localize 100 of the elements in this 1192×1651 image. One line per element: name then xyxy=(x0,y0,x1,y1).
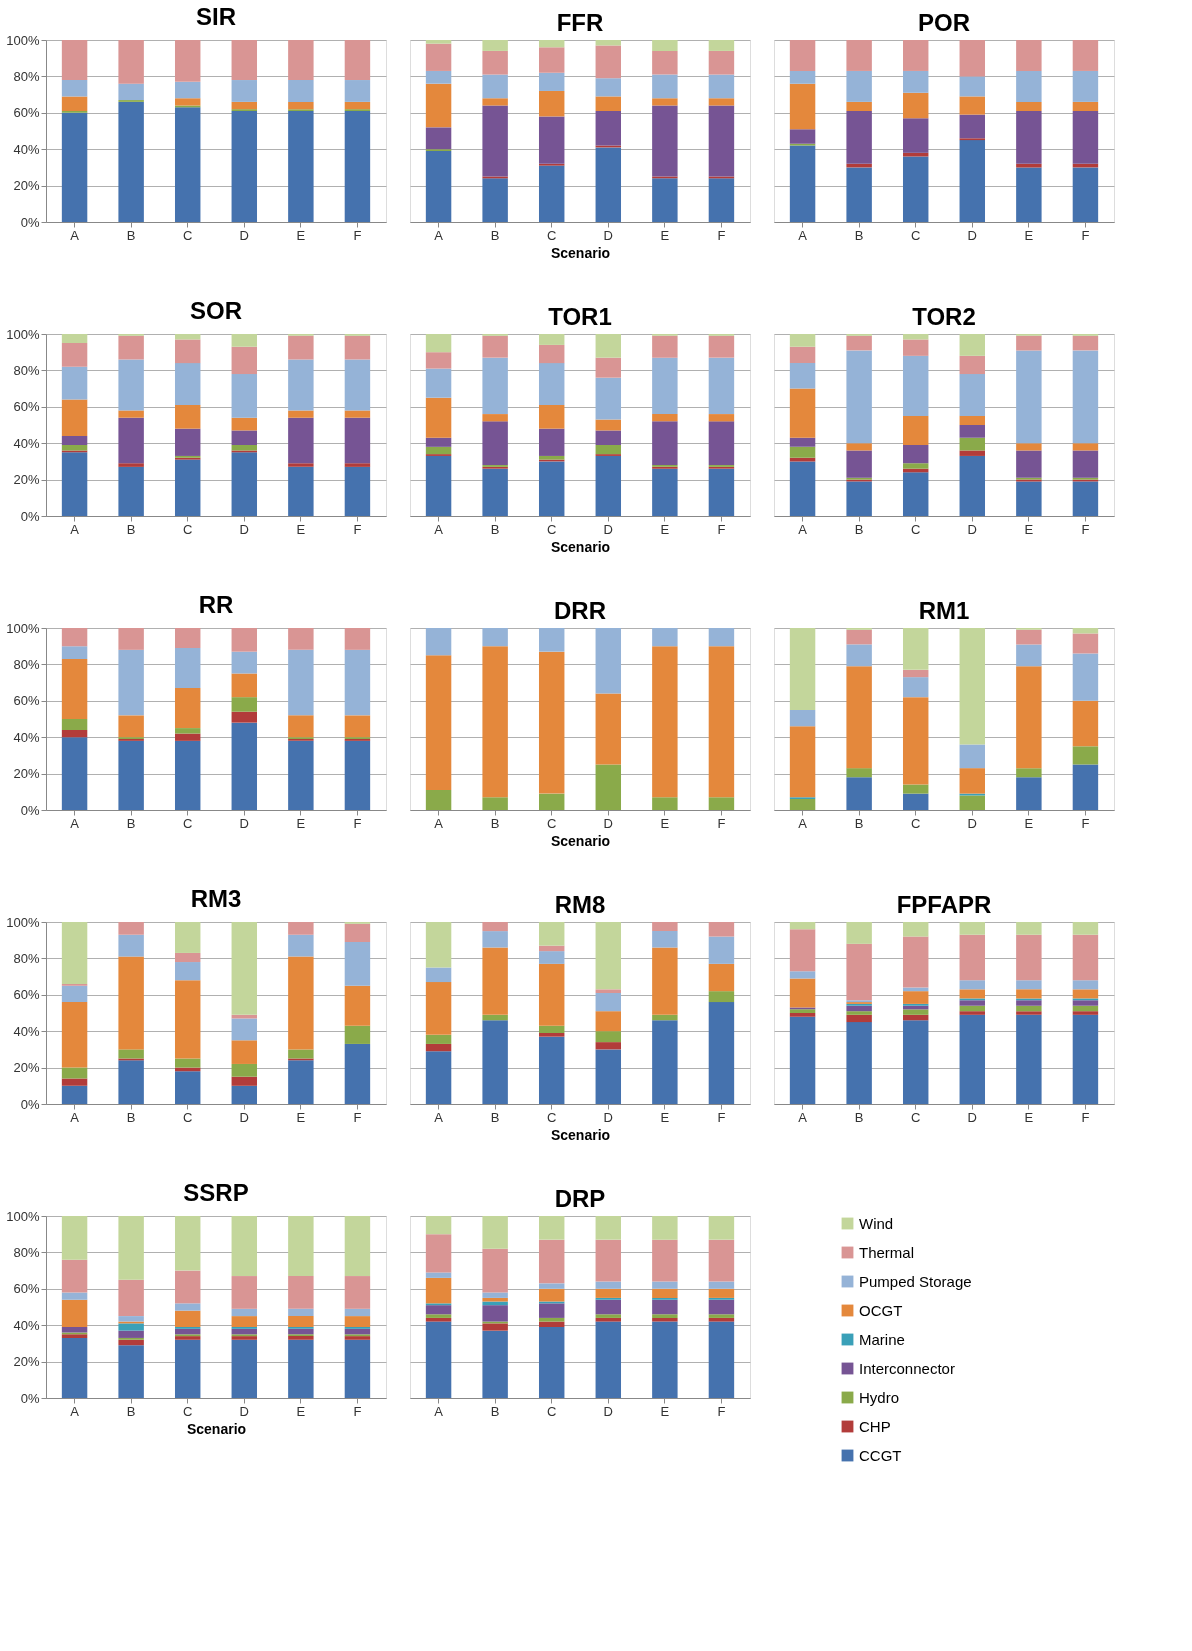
x-tick-label: D xyxy=(967,1109,977,1125)
x-tick-label: C xyxy=(183,815,193,831)
legend-label: CCGT xyxy=(859,1446,902,1464)
x-tick-label: A xyxy=(70,815,80,831)
y-tick-label: 100% xyxy=(6,1208,40,1224)
legend-label: CHP xyxy=(859,1417,891,1435)
x-tick-label: A xyxy=(434,1403,444,1419)
y-tick-label: 80% xyxy=(13,1244,40,1260)
y-tick-label: 60% xyxy=(13,399,40,415)
x-tick-label: E xyxy=(1024,521,1034,537)
x-tick-label: B xyxy=(854,227,864,243)
x-tick-label: F xyxy=(1081,521,1090,537)
x-tick-label: E xyxy=(296,227,306,243)
x-tick-label: C xyxy=(183,1109,193,1125)
x-tick-label: B xyxy=(490,1109,500,1125)
chart-title: RR xyxy=(198,591,234,618)
x-tick-label: F xyxy=(717,815,726,831)
x-tick-label: B xyxy=(854,521,864,537)
y-tick-label: 100% xyxy=(6,620,40,636)
x-tick-label: A xyxy=(798,521,808,537)
x-tick-label: B xyxy=(490,521,500,537)
x-tick-label: A xyxy=(798,815,808,831)
y-tick-label: 20% xyxy=(13,1354,40,1370)
x-tick-label: F xyxy=(353,1403,362,1419)
x-axis-title: Scenario xyxy=(186,1420,247,1437)
x-tick-label: D xyxy=(239,1403,249,1419)
chart-title: SSRP xyxy=(183,1179,249,1206)
x-tick-label: F xyxy=(353,1109,362,1125)
x-tick-label: B xyxy=(490,1403,500,1419)
x-tick-label: D xyxy=(603,1403,613,1419)
x-tick-label: E xyxy=(1024,815,1034,831)
chart-title: TOR1 xyxy=(548,303,612,330)
x-tick-label: B xyxy=(126,1403,136,1419)
legend-label: Marine xyxy=(859,1330,905,1348)
x-tick-label: A xyxy=(70,1403,80,1419)
chart-title: RM3 xyxy=(190,885,242,912)
x-tick-label: E xyxy=(660,227,670,243)
x-tick-label: B xyxy=(126,521,136,537)
x-axis-title: Scenario xyxy=(550,244,611,261)
y-tick-label: 0% xyxy=(20,214,40,230)
x-tick-label: A xyxy=(434,1109,444,1125)
x-tick-label: E xyxy=(660,815,670,831)
x-axis-title: Scenario xyxy=(550,832,611,849)
y-tick-label: 60% xyxy=(13,1281,40,1297)
x-tick-label: F xyxy=(353,815,362,831)
x-tick-label: D xyxy=(239,227,249,243)
x-tick-label: A xyxy=(70,1109,80,1125)
x-tick-label: A xyxy=(798,1109,808,1125)
x-tick-label: D xyxy=(239,1109,249,1125)
legend-label: OCGT xyxy=(859,1301,903,1319)
chart-title: TOR2 xyxy=(912,303,976,330)
y-tick-label: 0% xyxy=(20,1390,40,1406)
x-tick-label: F xyxy=(353,227,362,243)
y-tick-label: 40% xyxy=(13,141,40,157)
x-tick-label: C xyxy=(911,1109,921,1125)
y-tick-label: 100% xyxy=(6,32,40,48)
x-tick-label: D xyxy=(603,227,613,243)
y-tick-label: 20% xyxy=(13,178,40,194)
y-tick-label: 80% xyxy=(13,68,40,84)
x-tick-label: F xyxy=(1081,1109,1090,1125)
x-tick-label: D xyxy=(603,521,613,537)
x-tick-label: D xyxy=(603,1109,613,1125)
x-tick-label: A xyxy=(70,521,80,537)
x-axis-title: Scenario xyxy=(550,1126,611,1143)
y-tick-label: 80% xyxy=(13,362,40,378)
y-tick-label: 80% xyxy=(13,656,40,672)
x-tick-label: D xyxy=(603,815,613,831)
chart-title: POR xyxy=(917,9,971,36)
chart-title: DRR xyxy=(554,597,606,624)
x-tick-label: E xyxy=(296,1109,306,1125)
y-tick-label: 40% xyxy=(13,1023,40,1039)
y-tick-label: 60% xyxy=(13,105,40,121)
x-tick-label: F xyxy=(1081,227,1090,243)
chart-title: FFR xyxy=(556,9,604,36)
x-tick-label: C xyxy=(547,521,557,537)
x-axis-title: Scenario xyxy=(550,538,611,555)
x-tick-label: F xyxy=(717,1109,726,1125)
x-tick-label: B xyxy=(126,1109,136,1125)
legend-label: Hydro xyxy=(859,1388,900,1406)
x-tick-label: D xyxy=(239,815,249,831)
y-tick-label: 0% xyxy=(20,508,40,524)
y-tick-label: 0% xyxy=(20,1096,40,1112)
x-tick-label: C xyxy=(547,815,557,831)
x-tick-label: B xyxy=(126,815,136,831)
x-tick-label: A xyxy=(70,227,80,243)
x-tick-label: E xyxy=(1024,227,1034,243)
y-tick-label: 40% xyxy=(13,1317,40,1333)
x-tick-label: B xyxy=(490,227,500,243)
y-tick-label: 60% xyxy=(13,693,40,709)
chart-title: FPFAPR xyxy=(896,891,992,918)
x-tick-label: E xyxy=(296,521,306,537)
y-tick-label: 100% xyxy=(6,326,40,342)
x-tick-label: D xyxy=(967,521,977,537)
y-tick-label: 80% xyxy=(13,950,40,966)
legend-label: Interconnector xyxy=(859,1359,955,1377)
x-tick-label: B xyxy=(854,815,864,831)
x-tick-label: E xyxy=(660,1403,670,1419)
x-tick-label: A xyxy=(798,227,808,243)
x-tick-label: E xyxy=(660,521,670,537)
legend-label: Pumped Storage xyxy=(859,1272,972,1290)
